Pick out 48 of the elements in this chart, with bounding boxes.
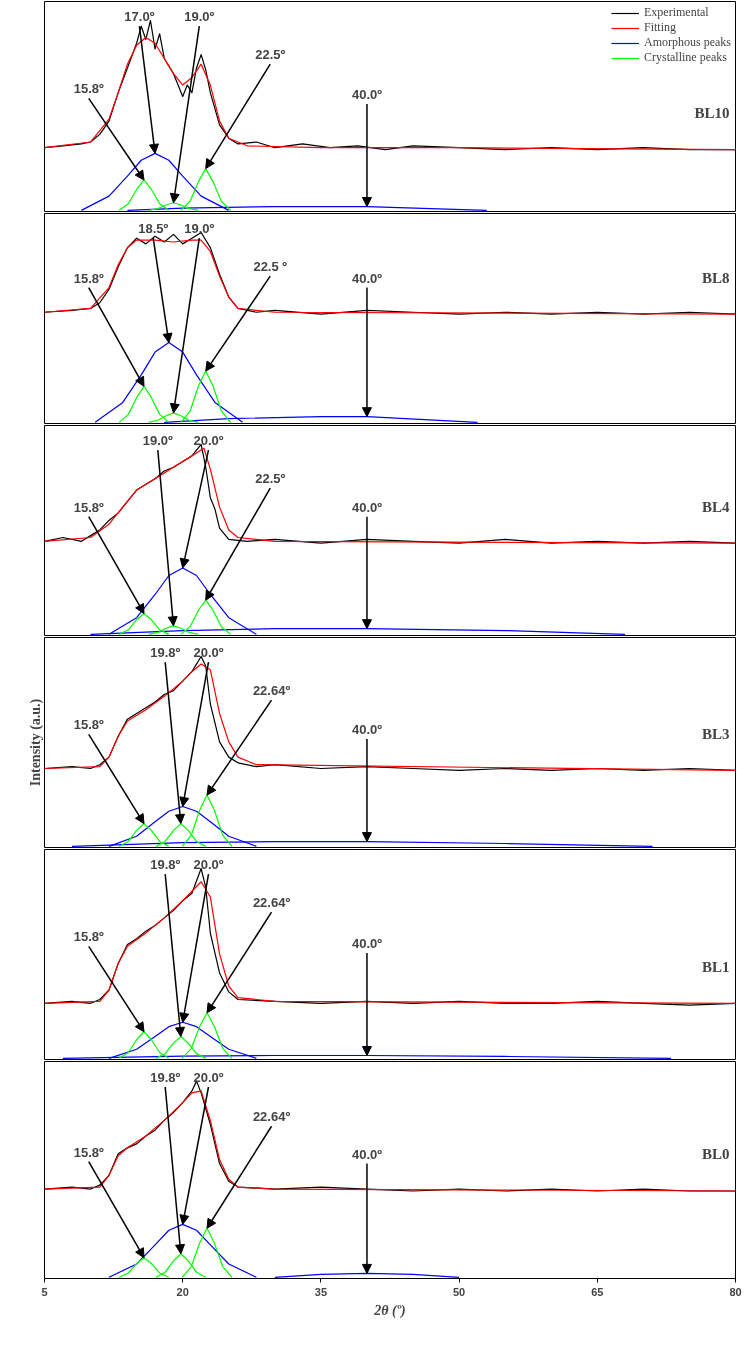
annotation: 19.0º xyxy=(142,433,174,449)
annotation: 22.5º xyxy=(255,471,286,487)
annotation: 15.8º xyxy=(73,499,104,515)
annotation: 19.8º xyxy=(150,1070,181,1086)
annotation: 15.8º xyxy=(73,270,104,286)
x-tick-label: 35 xyxy=(314,1285,328,1298)
x-tick-label: 5 xyxy=(41,1285,48,1298)
annotation: 22.5 º xyxy=(253,259,288,275)
annotation: 22.5º xyxy=(255,47,286,63)
legend-label: Amorphous peaks xyxy=(644,35,731,50)
annotation: BL10 xyxy=(694,105,730,122)
x-tick-label: 65 xyxy=(591,1285,604,1298)
annotation: 19.0º xyxy=(184,221,215,237)
annotation: 19.8º xyxy=(150,645,181,661)
x-tick-label: 20 xyxy=(176,1285,189,1298)
annotation: BL8 xyxy=(701,269,730,286)
annotation: 40.0º xyxy=(351,499,383,515)
annotation: 22.64º xyxy=(252,895,291,911)
annotation: 20.0º xyxy=(193,645,224,661)
annotation: BL3 xyxy=(701,725,730,742)
annotation: 20.0º xyxy=(193,433,224,449)
annotation: 15.8º xyxy=(73,929,104,945)
annotation: 22.64º xyxy=(252,683,291,699)
annotation: 17.0º xyxy=(124,9,155,25)
annotation: 40.0º xyxy=(351,270,383,286)
legend-label: Crystalline peaks xyxy=(644,50,727,65)
annotation: 19.0º xyxy=(184,9,215,25)
annotation: BL0 xyxy=(701,1145,730,1162)
x-axis-title: 2θ (º) xyxy=(373,1302,406,1319)
x-tick-label: 80 xyxy=(729,1285,742,1298)
legend-label: Experimental xyxy=(644,5,709,20)
annotation: 22.64º xyxy=(252,1109,291,1125)
y-axis-title: Intensity (a.u.) xyxy=(27,698,44,787)
annotation: BL1 xyxy=(701,958,730,975)
annotation: 15.8º xyxy=(73,1144,104,1160)
x-tick-label: 50 xyxy=(452,1285,466,1298)
annotation: 40.0º xyxy=(351,87,383,103)
legend-label: Fitting xyxy=(644,20,677,35)
annotation: BL4 xyxy=(701,498,730,515)
annotation: 40.0º xyxy=(351,1146,383,1162)
annotation: 40.0º xyxy=(351,936,383,952)
annotation: 19.8º xyxy=(150,857,181,873)
annotation: 20.0º xyxy=(193,1070,224,1086)
annotation: 15.8º xyxy=(73,717,104,733)
annotation: 18.5º xyxy=(138,221,169,237)
annotation: 20.0º xyxy=(193,857,224,873)
annotation: 15.8º xyxy=(73,81,104,97)
annotation: 40.0º xyxy=(351,722,383,738)
